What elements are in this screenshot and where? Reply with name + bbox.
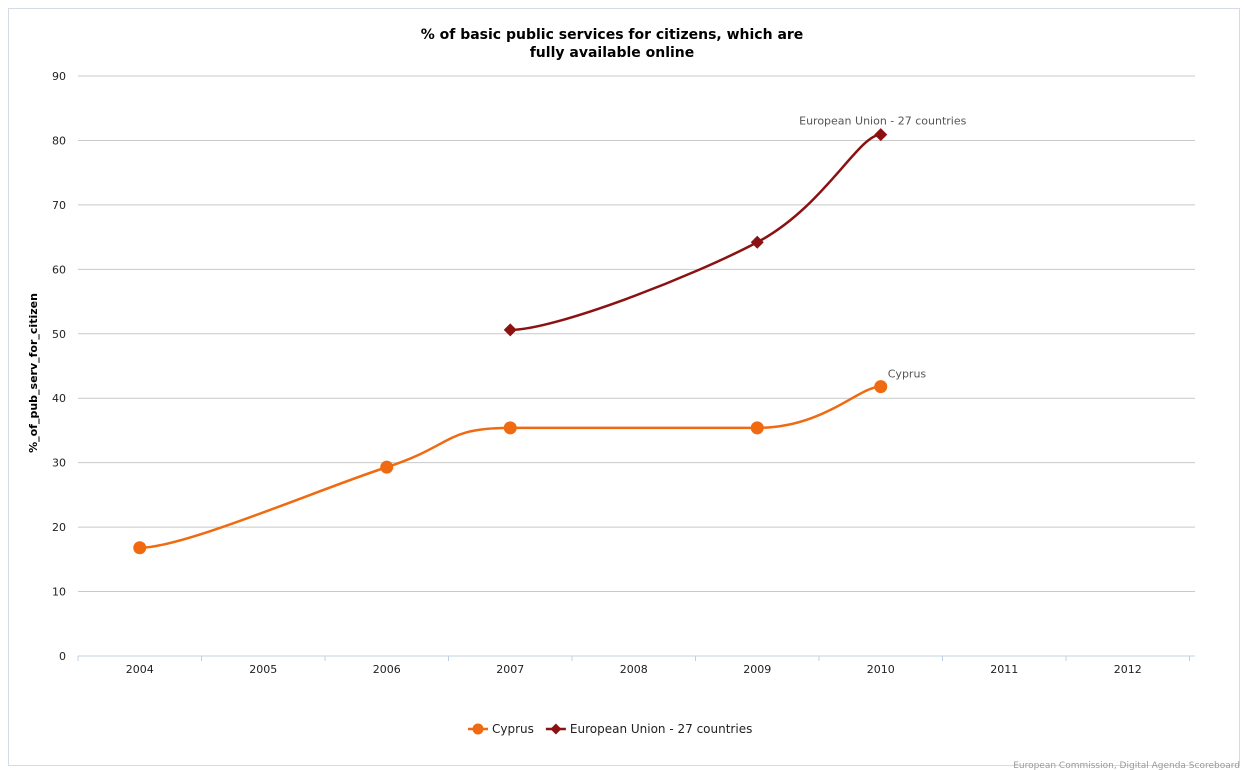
x-tick-label: 2012 (1114, 663, 1142, 676)
y-tick-label: 0 (59, 650, 66, 663)
series-eu27[interactable]: European Union - 27 countries (503, 115, 967, 337)
data-point[interactable] (503, 421, 517, 435)
data-point[interactable] (380, 460, 394, 474)
series-end-label: European Union - 27 countries (799, 115, 967, 128)
x-tick-label: 2008 (620, 663, 648, 676)
x-tick-label: 2005 (249, 663, 277, 676)
y-tick-label: 10 (52, 586, 66, 599)
series-cyprus[interactable]: Cyprus (133, 368, 926, 555)
data-point[interactable] (503, 323, 517, 337)
y-tick-label: 20 (52, 521, 66, 534)
data-point[interactable] (874, 128, 888, 142)
chart-title: % of basic public services for citizens,… (421, 27, 804, 61)
y-tick-label: 60 (52, 263, 66, 276)
x-tick-label: 2010 (867, 663, 895, 676)
y-axis-title: %_of_pub_serv_for_citizen (27, 293, 40, 453)
y-tick-label: 30 (52, 457, 66, 470)
legend[interactable]: Cyprus European Union - 27 countries (468, 722, 752, 736)
data-point[interactable] (874, 380, 888, 394)
legend-label: Cyprus (492, 722, 534, 736)
data-point[interactable] (750, 421, 764, 435)
y-tick-label: 80 (52, 134, 66, 147)
data-point[interactable] (133, 541, 147, 555)
x-tick-label: 2006 (373, 663, 401, 676)
x-tick-label: 2009 (743, 663, 771, 676)
gridlines (78, 75, 1195, 593)
series-lines: Cyprus European Union - 27 countries (133, 115, 967, 555)
y-tick-label: 40 (52, 392, 66, 405)
chart-title-line: % of basic public services for citizens,… (421, 27, 804, 43)
legend-item-eu27[interactable]: European Union - 27 countries (545, 722, 752, 736)
series-end-label: Cyprus (888, 368, 927, 381)
x-tick-label: 2004 (126, 663, 154, 676)
chart-container (8, 8, 1240, 766)
legend-marker (550, 723, 562, 735)
chart-title-line: fully available online (530, 45, 695, 61)
legend-marker (472, 723, 484, 735)
y-tick-label: 50 (52, 328, 66, 341)
y-axis-ticks: 0 10 20 30 40 50 60 70 80 90 (52, 70, 66, 663)
series-line[interactable] (139, 385, 881, 549)
legend-item-cyprus[interactable]: Cyprus (468, 722, 534, 736)
credit-text[interactable]: European Commission, Digital Agenda Scor… (1013, 761, 1240, 770)
x-tick-label: 2011 (990, 663, 1018, 676)
x-tick-label: 2007 (496, 663, 524, 676)
data-point[interactable] (750, 235, 764, 249)
legend-label: European Union - 27 countries (570, 722, 752, 736)
y-tick-label: 90 (52, 70, 66, 83)
y-tick-label: 70 (52, 199, 66, 212)
x-axis: 2004 2005 2006 2007 2008 2009 2010 2011 2012 (77, 655, 1195, 676)
series-line[interactable] (510, 133, 881, 332)
